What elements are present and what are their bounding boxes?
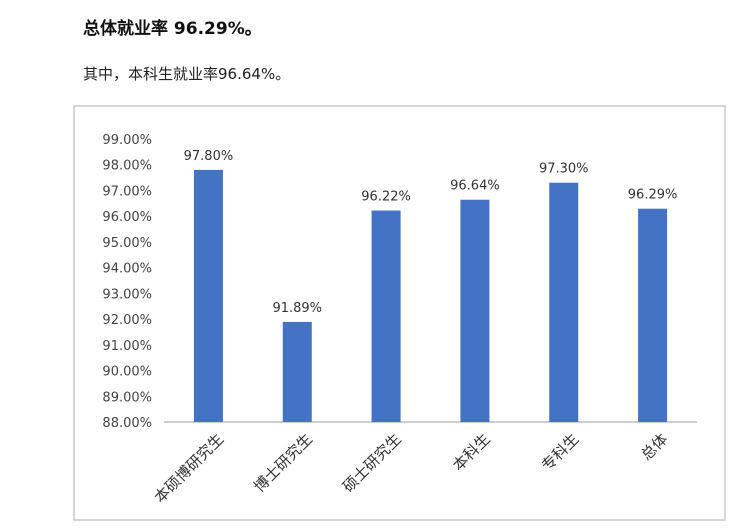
y-tick-label: 95.00% (102, 236, 152, 251)
bar (460, 199, 490, 422)
bar (549, 182, 579, 422)
bars (193, 169, 668, 422)
y-tick-label: 93.00% (102, 287, 152, 302)
category-label: 总体 (637, 430, 671, 464)
bar-value-label: 97.30% (539, 162, 589, 177)
chart-border (73, 105, 726, 521)
data-labels: 97.80% 91.89% 96.22% 96.64% 97.30% 96.29% (184, 149, 678, 316)
bar (371, 210, 401, 422)
y-tick-label: 90.00% (102, 365, 152, 380)
y-tick-label: 89.00% (102, 390, 152, 405)
y-tick-label: 91.00% (102, 339, 152, 354)
total-employment-heading: 总体就业率 96.29%。 (83, 19, 262, 39)
y-tick-label: 88.00% (102, 416, 152, 431)
y-tick-label: 99.00% (102, 133, 152, 148)
y-tick-label: 98.00% (102, 159, 152, 174)
y-tick-label: 92.00% (102, 313, 152, 328)
category-label: 博士研究生 (250, 430, 316, 496)
y-tick-label: 97.00% (102, 184, 152, 199)
bar-value-label: 91.89% (272, 301, 322, 316)
category-label: 本硕博研究生 (151, 430, 227, 506)
y-tick-label: 96.00% (102, 210, 152, 225)
bar-value-label: 96.64% (450, 179, 500, 194)
y-axis: 88.00% 89.00% 90.00% 91.00% 92.00% 93.00% 94.0… (102, 133, 152, 431)
category-label: 专科生 (538, 430, 583, 475)
bar-value-label: 97.80% (184, 149, 234, 164)
y-tick-label: 94.00% (102, 262, 152, 277)
undergraduate-employment-text: 其中，本科生就业率96.64%。 (83, 65, 291, 83)
bar (638, 208, 668, 422)
category-labels: 本硕博研究生 博士研究生 硕士研究生 本科生 专科生 总体 (151, 430, 672, 506)
bar (193, 169, 223, 422)
bar-value-label: 96.29% (628, 188, 678, 203)
bar (282, 321, 312, 422)
bar-value-label: 96.22% (361, 190, 411, 205)
category-label: 本科生 (449, 430, 494, 475)
category-label: 硕士研究生 (339, 430, 405, 496)
